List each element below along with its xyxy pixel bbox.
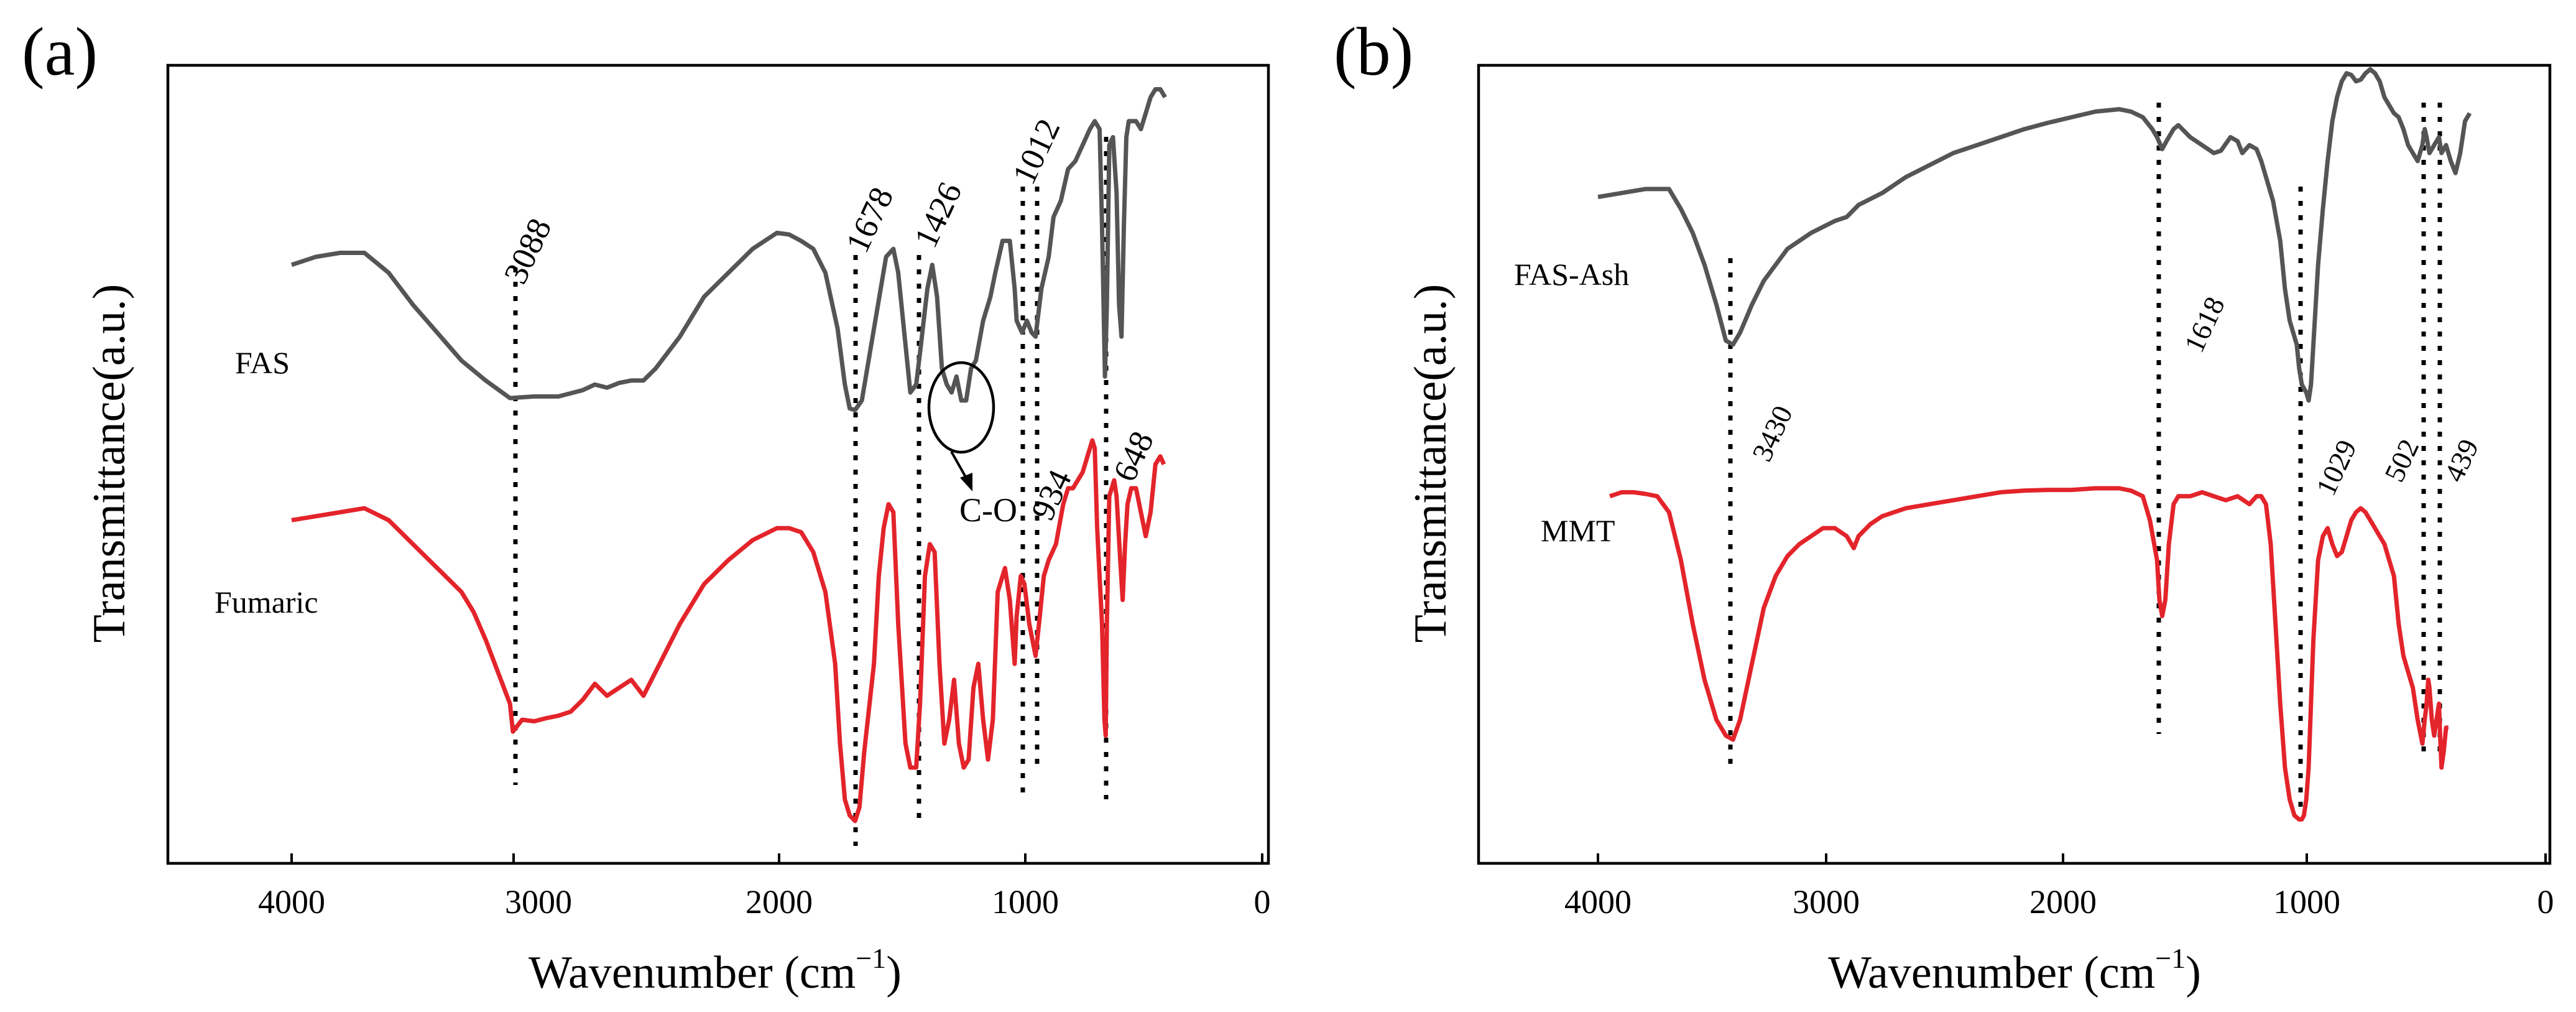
series-label-fumaric: Fumaric <box>215 585 318 620</box>
panel-a-xlabel-sup: −1 <box>856 942 886 974</box>
panel-b-xlabel-main: Wavenumber (cm <box>1828 947 2155 998</box>
panel-a-xlabel-main: Wavenumber (cm <box>529 947 856 998</box>
panel-b-frame <box>1477 63 2552 865</box>
series-label-fas-ash: FAS-Ash <box>1514 257 1629 292</box>
series-line-mmt <box>1609 486 2449 822</box>
panel-b-xlabel-tail: ) <box>2186 947 2201 998</box>
series-line-fas <box>290 87 1167 412</box>
panel-b-tick-label: 1000 <box>2273 883 2340 921</box>
panel-b-xlabel-sup: −1 <box>2155 942 2186 974</box>
series-line-fas-ash <box>1597 67 2472 403</box>
panel-b-tick-label: 2000 <box>2029 883 2097 921</box>
annotation-502: 502 <box>2378 434 2425 486</box>
panel-a-x-axis-title: Wavenumber (cm−1) <box>529 942 902 998</box>
annotation-1618: 1618 <box>2178 292 2231 357</box>
series-label-fas: FAS <box>235 345 290 380</box>
annotation-934: 934 <box>1023 464 1079 526</box>
series-label-mmt: MMT <box>1541 513 1615 548</box>
panel-b-y-axis-title: Transmittance(a.u.) <box>1405 284 1456 643</box>
annotation-c-o-callout: C-O <box>927 361 1017 529</box>
panel-b-tick-label: 4000 <box>1564 883 1632 921</box>
panel-a-tick-label: 1000 <box>992 883 1059 921</box>
panel-b-tick-label: 3000 <box>1793 883 1860 921</box>
panel-b-tick-label: 0 <box>2537 883 2554 921</box>
panel-b-marker-lines <box>1728 103 2442 815</box>
panel-a-tick-label: 3000 <box>505 883 572 921</box>
panel-a-tick-label: 0 <box>1254 883 1271 921</box>
c-o-highlight-ellipse <box>927 361 995 454</box>
annotation-1029: 1029 <box>2310 435 2363 500</box>
panel-a-marker-lines <box>513 137 1109 846</box>
c-o-arrow-head-icon <box>960 473 972 491</box>
panel-a-x-ticks: 4000 3000 2000 1000 0 <box>258 853 1271 921</box>
panel-a-xlabel-tail: ) <box>886 947 902 998</box>
panel-b-label: (b) <box>1334 14 1413 90</box>
annotation-1426: 1426 <box>907 177 969 253</box>
panel-a-label: (a) <box>22 14 98 90</box>
panel-a: (a) 4000 3000 2000 1000 0 Wavenumber (cm… <box>22 14 1271 998</box>
panel-a-frame <box>166 63 1270 865</box>
panel-b-x-ticks: 4000 3000 2000 1000 0 <box>1564 853 2554 921</box>
annotation-c-o: C-O <box>959 491 1017 529</box>
panel-a-tick-label: 4000 <box>258 883 325 921</box>
panel-a-tick-label: 2000 <box>746 883 813 921</box>
panel-a-y-axis-title: Transmittance(a.u.) <box>84 284 135 643</box>
annotation-3088: 3088 <box>496 213 558 289</box>
c-o-arrow-shaft <box>950 451 969 481</box>
panel-b-x-axis-title: Wavenumber (cm−1) <box>1828 942 2201 998</box>
annotation-1678: 1678 <box>838 182 900 258</box>
annotation-1012: 1012 <box>1005 113 1067 190</box>
annotation-439: 439 <box>2438 434 2485 486</box>
panel-b: (b) 4000 3000 2000 1000 0 Wavenumber (cm… <box>1334 14 2554 998</box>
series-line-fumaric <box>291 438 1166 824</box>
annotation-3430: 3430 <box>1746 401 1799 466</box>
